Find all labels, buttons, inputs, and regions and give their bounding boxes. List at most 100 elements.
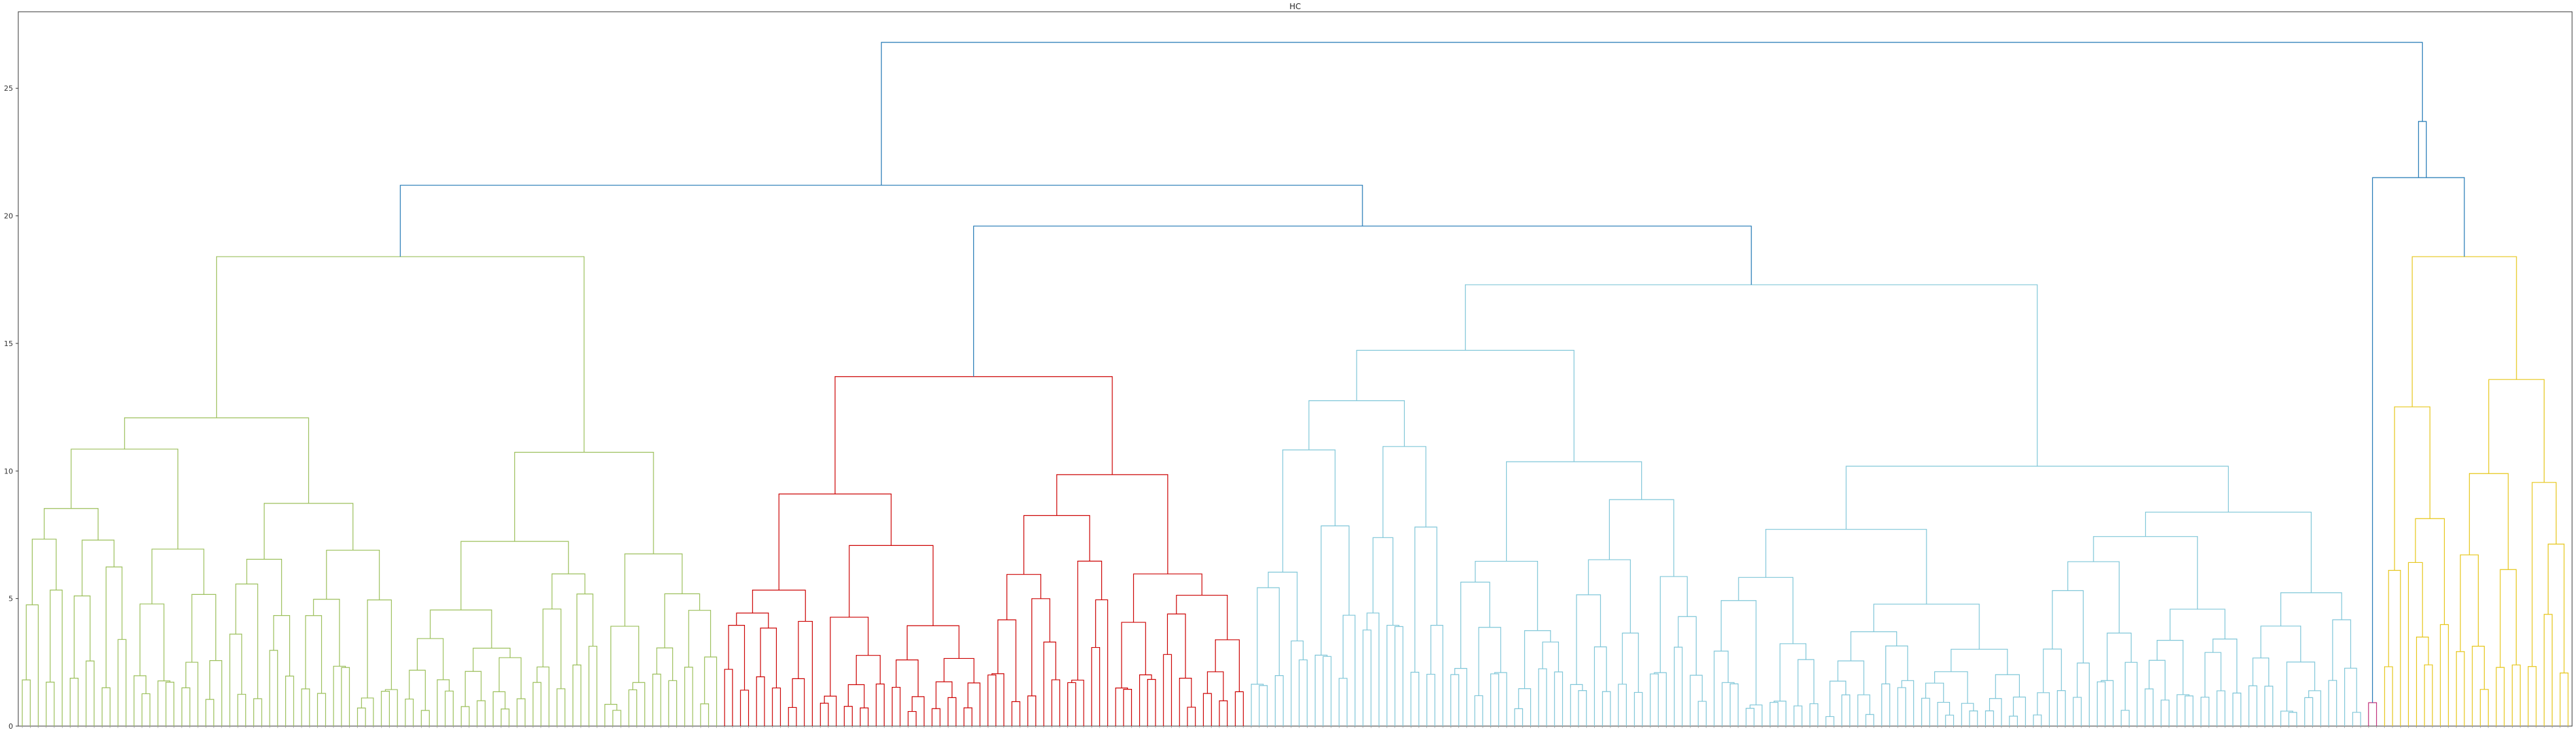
dendrogram-link-171 [1426,673,1436,726]
dendrogram-link-305 [2511,664,2521,726]
chart-title: HC [1289,2,1300,11]
dendrogram-link-9 [118,639,127,726]
dendrogram-link-156 [1298,659,1308,726]
dendrogram-link-13 [141,693,151,726]
dendrogram-link-49 [409,669,426,710]
dendrogram-link-281 [2286,661,2316,712]
dendrogram-link-20 [205,699,215,726]
dendrogram-link-241 [1988,698,2002,726]
dendrogram-link-184 [1518,688,1531,726]
dendrogram-link-50 [445,690,454,726]
dendrogram-link-63 [537,666,550,726]
dendrogram-link-35 [305,615,322,693]
dendrogram-link-92 [760,628,777,688]
dendrogram-link-88 [740,690,749,726]
dendrogram-link-199 [1650,673,1659,726]
dendrogram-link-55 [465,671,482,707]
dendrogram-link-256 [2101,680,2114,726]
dendrogram-link-177 [1454,668,1468,726]
dendrogram-link-179 [1490,673,1500,726]
dendrogram-link-291 [2368,702,2378,726]
y-tick-label-0: 0 [8,722,13,731]
dendrogram-link-280 [2308,690,2321,726]
dendrogram-link-45 [264,503,354,560]
dendrogram-link-159 [1323,656,1332,726]
dendrogram-link-77 [668,680,678,726]
dendrogram-link-285 [2344,667,2357,726]
dendrogram-link-59 [498,657,522,699]
dendrogram-link-54 [477,700,486,726]
dendrogram-link-270 [2232,692,2242,726]
dendrogram-link-52 [416,638,444,680]
dendrogram-link-133 [1023,515,1090,575]
dendrogram-link-106 [892,686,901,726]
dendrogram-link-64 [556,688,566,726]
dendrogram-link-213 [1750,704,1763,726]
dendrogram-link-240 [1985,710,1994,726]
dendrogram-link-62 [532,682,542,726]
dendrogram-link-116 [906,625,960,660]
dendrogram-link-254 [2052,590,2084,663]
y-tick-label-5: 25 [4,84,13,93]
dendrogram-link-36 [341,667,350,726]
dendrogram-link-195 [1618,684,1627,726]
dendrogram-link-96 [798,620,813,726]
dendrogram-link-311 [2547,543,2565,673]
dendrogram-link-126 [1031,598,1050,696]
dendrogram-link-100 [843,706,853,726]
dendrogram-link-136 [1147,678,1156,726]
dendrogram-link-5 [69,678,79,726]
dendrogram-link-319 [881,42,2423,185]
dendrogram-link-236 [1925,682,1944,703]
dendrogram-link-246 [1873,603,1980,650]
dendrogram-link-132 [1077,560,1103,680]
dendrogram-link-142 [1167,613,1186,678]
dendrogram-link-267 [2200,697,2210,726]
dendrogram-link-119 [987,675,997,726]
dendrogram-link-170 [1410,671,1420,726]
dendrogram-link-206 [1609,499,1674,577]
dendrogram-link-89 [728,625,746,690]
dendrogram-link-314 [2411,256,2517,407]
dendrogram-link-94 [788,707,797,726]
dendrogram-link-263 [2148,660,2166,701]
dendrogram-link-121 [1011,701,1020,726]
dendrogram-link-192 [1602,691,1611,726]
dendrogram-link-227 [1837,660,1864,695]
dendrogram-link-163 [1321,525,1350,656]
dendrogram-link-160 [1314,654,1328,726]
dendrogram-link-73 [628,689,638,726]
y-tick-label-3: 15 [4,340,13,348]
dendrogram-link-284 [2352,712,2361,726]
dendrogram-link-24 [71,449,179,549]
dendrogram-link-176 [1450,674,1460,726]
dendrogram-link-102 [847,684,865,708]
dendrogram-link-201 [1674,646,1683,726]
dendrogram-link-295 [2416,637,2429,726]
dendrogram-link-172 [1430,625,1443,726]
dendrogram-link-153 [1251,684,1264,726]
dendrogram-link-108 [911,696,925,726]
dendrogram-link-18 [181,687,191,726]
dendrogram-link-297 [2440,624,2449,726]
dendrogram-link-66 [573,664,582,726]
dendrogram-link-164 [1282,449,1336,573]
dendrogram-link-301 [2479,689,2489,726]
dendrogram-link-135 [1115,688,1128,726]
dendrogram-link-98 [820,703,829,726]
dendrogram-link-146 [1234,691,1244,726]
dendrogram-link-155 [1257,587,1280,684]
dendrogram-link-283 [2328,680,2337,726]
dendrogram-link-137 [1139,674,1152,726]
dendrogram-link-152 [1259,685,1268,726]
dendrogram-link-212 [1746,708,1755,726]
dendrogram-link-209 [1729,683,1739,726]
dendrogram-link-4 [31,539,57,605]
dendrogram-link-12 [44,508,99,541]
dendrogram-link-244 [1995,674,2020,699]
dendrogram-link-37 [333,665,346,726]
dendrogram-link-76 [652,673,661,726]
dendrogram-link-131 [1095,599,1108,726]
dendrogram-link-308 [2528,666,2537,726]
dendrogram-link-166 [1366,612,1379,726]
